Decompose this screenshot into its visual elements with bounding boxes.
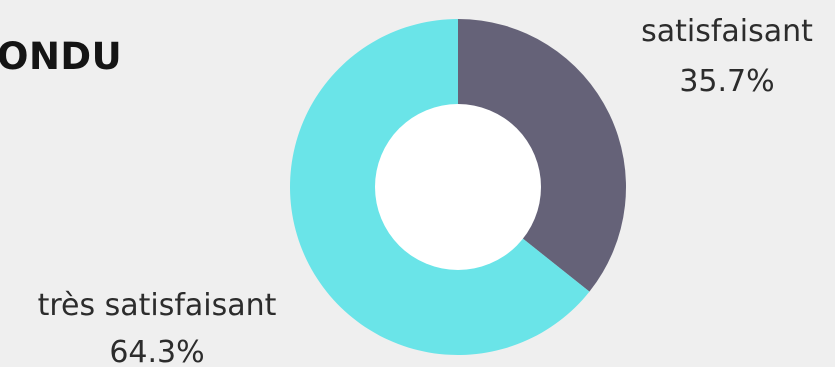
donut-hole: [375, 104, 541, 270]
slice-label-satisfaisant: satisfaisant 35.7%: [641, 14, 813, 99]
donut-slice: [458, 19, 627, 292]
slice-value-label: 64.3%: [109, 335, 204, 367]
slice-name-label: très satisfaisant: [38, 288, 277, 323]
slice-label-tres-satisfaisant: très satisfaisant 64.3%: [38, 288, 277, 367]
slice-name-label: satisfaisant: [641, 14, 813, 49]
page-heading: ONDU: [0, 35, 123, 78]
slice-value-label: 35.7%: [679, 64, 774, 99]
